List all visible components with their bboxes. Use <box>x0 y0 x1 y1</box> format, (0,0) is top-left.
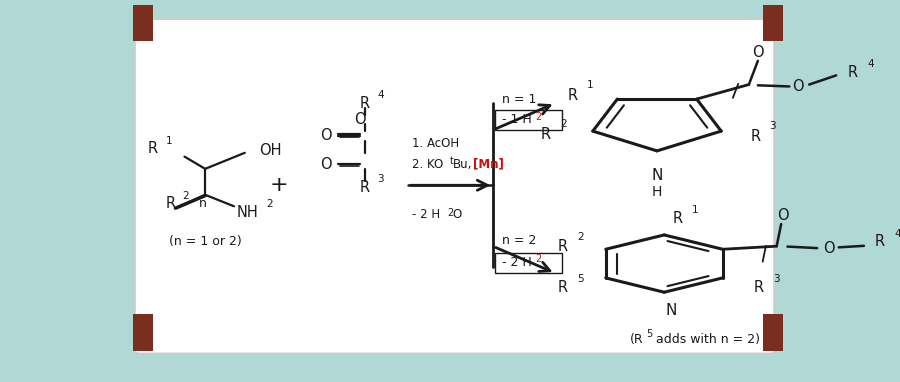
Text: 1. AcOH: 1. AcOH <box>412 137 459 150</box>
FancyBboxPatch shape <box>135 19 774 353</box>
Text: 5: 5 <box>577 274 584 284</box>
Text: 4: 4 <box>377 90 384 100</box>
Text: R: R <box>557 239 568 254</box>
Text: 2: 2 <box>560 119 566 129</box>
Text: +: + <box>270 175 288 195</box>
Text: n = 1: n = 1 <box>502 93 536 106</box>
Text: NH: NH <box>237 204 258 220</box>
Text: 2. KO: 2. KO <box>412 158 444 171</box>
Text: 2: 2 <box>182 191 189 201</box>
Text: R: R <box>751 129 760 144</box>
Text: 4: 4 <box>895 228 900 239</box>
Bar <box>763 5 783 41</box>
Text: H: H <box>652 185 662 199</box>
Text: (n = 1 or 2): (n = 1 or 2) <box>169 235 241 248</box>
Bar <box>763 314 783 351</box>
Text: R: R <box>148 141 158 157</box>
Text: n = 2: n = 2 <box>502 234 536 247</box>
Text: t: t <box>450 156 454 166</box>
Text: R: R <box>359 180 370 195</box>
Text: - 2 H: - 2 H <box>412 208 440 221</box>
Text: O: O <box>793 79 805 94</box>
FancyBboxPatch shape <box>495 110 562 130</box>
Text: 1: 1 <box>587 79 594 89</box>
Text: - 1 H: - 1 H <box>502 113 532 126</box>
Text: 2: 2 <box>536 254 542 264</box>
Text: O: O <box>355 112 365 127</box>
Text: O: O <box>320 157 331 172</box>
Text: 2: 2 <box>577 232 584 242</box>
Bar <box>133 5 153 41</box>
Text: O: O <box>823 241 834 256</box>
Text: R: R <box>166 196 176 211</box>
Text: 2: 2 <box>447 208 454 218</box>
Text: R: R <box>359 96 370 111</box>
Text: R: R <box>567 88 578 103</box>
Bar <box>133 314 153 351</box>
Text: N: N <box>652 168 662 183</box>
Text: R: R <box>557 280 568 295</box>
Text: 2: 2 <box>536 112 542 121</box>
Text: R: R <box>672 211 683 227</box>
Text: 4: 4 <box>867 58 874 68</box>
Text: 5: 5 <box>646 329 652 339</box>
Text: O: O <box>752 45 764 60</box>
Text: n: n <box>199 197 206 210</box>
Text: 3: 3 <box>377 174 384 184</box>
Text: OH: OH <box>259 143 282 159</box>
Text: Bu,: Bu, <box>453 158 472 171</box>
Text: R: R <box>847 65 858 80</box>
FancyBboxPatch shape <box>495 253 562 273</box>
Text: N: N <box>666 303 677 318</box>
Text: O: O <box>320 128 331 143</box>
Text: R: R <box>875 235 886 249</box>
Text: 3: 3 <box>773 274 780 284</box>
Text: R: R <box>541 128 551 142</box>
Text: O: O <box>777 208 788 223</box>
Text: 3: 3 <box>770 121 776 131</box>
Text: (R: (R <box>630 333 644 346</box>
Text: O: O <box>453 208 462 221</box>
Text: 1: 1 <box>691 205 698 215</box>
Text: - 2 H: - 2 H <box>502 256 532 269</box>
Text: R: R <box>753 280 764 295</box>
Text: 2: 2 <box>266 199 273 209</box>
Text: [Mn]: [Mn] <box>472 158 503 171</box>
Text: adds with n = 2): adds with n = 2) <box>652 333 760 346</box>
Text: 1: 1 <box>166 136 173 146</box>
